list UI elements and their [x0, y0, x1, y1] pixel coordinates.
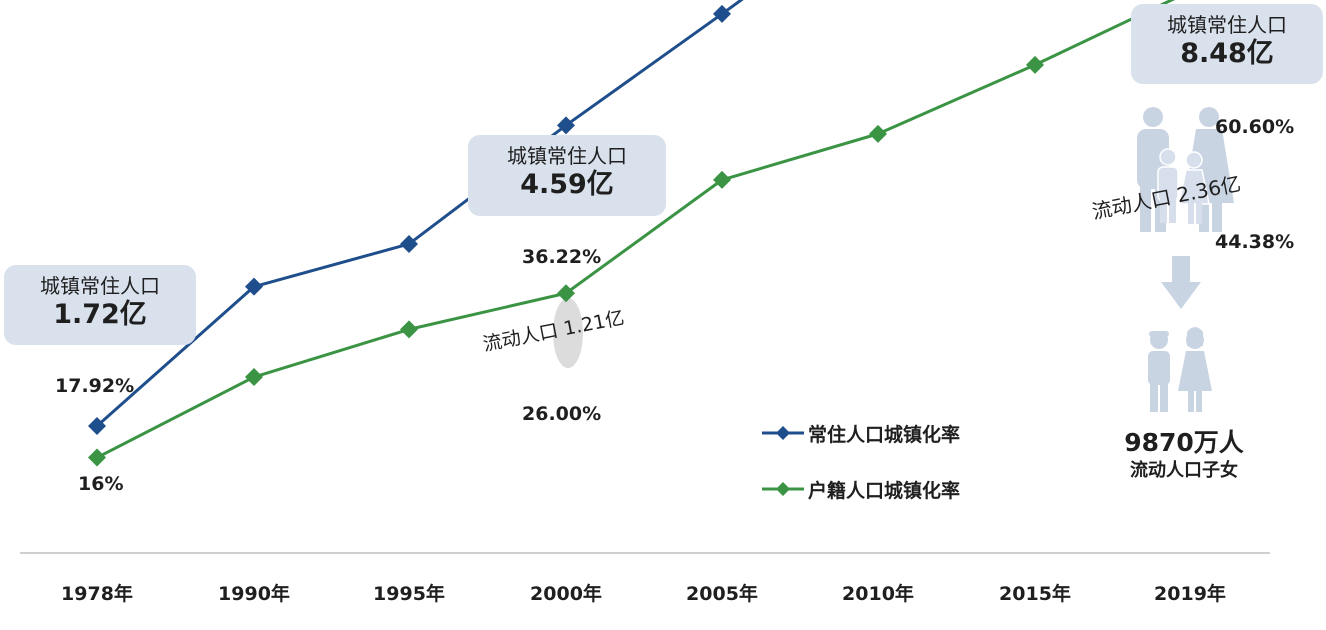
x-tick-label: 1990年: [218, 583, 290, 605]
data-point-resident-2: [400, 234, 418, 253]
data-point-hukou-0: [88, 448, 106, 467]
legend-item-resident: 常住人口城镇化率: [762, 421, 961, 446]
data-point-resident-3: [557, 116, 575, 135]
x-tick-label: 2005年: [686, 583, 758, 605]
legend-label-hukou: 户籍人口城镇化率: [808, 479, 961, 502]
x-tick-label: 2000年: [530, 583, 602, 605]
legend-item-hukou: 户籍人口城镇化率: [762, 477, 961, 502]
data-point-resident-1: [245, 277, 263, 296]
data-label-resident-2019: 60.60%: [1215, 116, 1295, 138]
data-point-resident-4: [713, 4, 731, 23]
callout-label: 城镇常住人口: [507, 144, 627, 168]
data-point-hukou-2: [400, 320, 418, 339]
callout-value: 4.59亿: [520, 169, 614, 200]
data-point-hukou-4: [713, 170, 731, 189]
data-point-hukou-5: [869, 124, 887, 143]
urban-population-callout-2000: 城镇常住人口 4.59亿: [468, 135, 666, 216]
callout-value: 8.48亿: [1180, 38, 1274, 69]
data-label-hukou-2000: 26.00%: [522, 403, 602, 425]
down-arrow-icon: [1161, 256, 1201, 309]
data-label-hukou-2019: 44.38%: [1215, 231, 1295, 253]
urban-population-callout-1978: 城镇常住人口 1.72亿: [4, 265, 196, 345]
legend-marker-hukou: [762, 482, 804, 496]
series-line-resident: [96, 0, 744, 428]
x-tick-label: 2015年: [999, 583, 1071, 605]
children-label: 流动人口子女: [1130, 460, 1238, 481]
data-label-hukou-1978: 16%: [78, 473, 124, 495]
data-point-resident-0: [88, 417, 106, 435]
family-icon: [1137, 107, 1234, 232]
data-point-hukou-6: [1026, 55, 1044, 74]
callout-label: 城镇常住人口: [40, 274, 160, 298]
floating-highlight: [553, 298, 583, 368]
legend: 常住人口城镇化率 户籍人口城镇化率: [762, 421, 1032, 502]
children-value: 9870万人: [1124, 428, 1244, 457]
x-tick-label: 1978年: [61, 583, 133, 605]
data-point-hukou-3: [557, 284, 575, 303]
callout-label: 城镇常住人口: [1167, 13, 1287, 37]
children-icon: [1148, 327, 1212, 412]
series-line-hukou: [96, 0, 1176, 459]
x-tick-label: 2019年: [1154, 583, 1226, 605]
children-total: 9870万人 流动人口子女: [1104, 428, 1264, 484]
x-tick-label: 2010年: [842, 583, 914, 605]
data-label-resident-1978: 17.92%: [55, 375, 135, 397]
x-tick-label: 1995年: [373, 583, 445, 605]
urban-population-callout-2019: 城镇常住人口 8.48亿: [1131, 4, 1323, 84]
legend-label-resident: 常住人口城镇化率: [808, 423, 961, 446]
data-label-resident-2000: 36.22%: [522, 246, 602, 268]
data-point-hukou-1: [245, 368, 263, 387]
callout-value: 1.72亿: [53, 299, 147, 330]
legend-marker-resident: [762, 426, 804, 440]
